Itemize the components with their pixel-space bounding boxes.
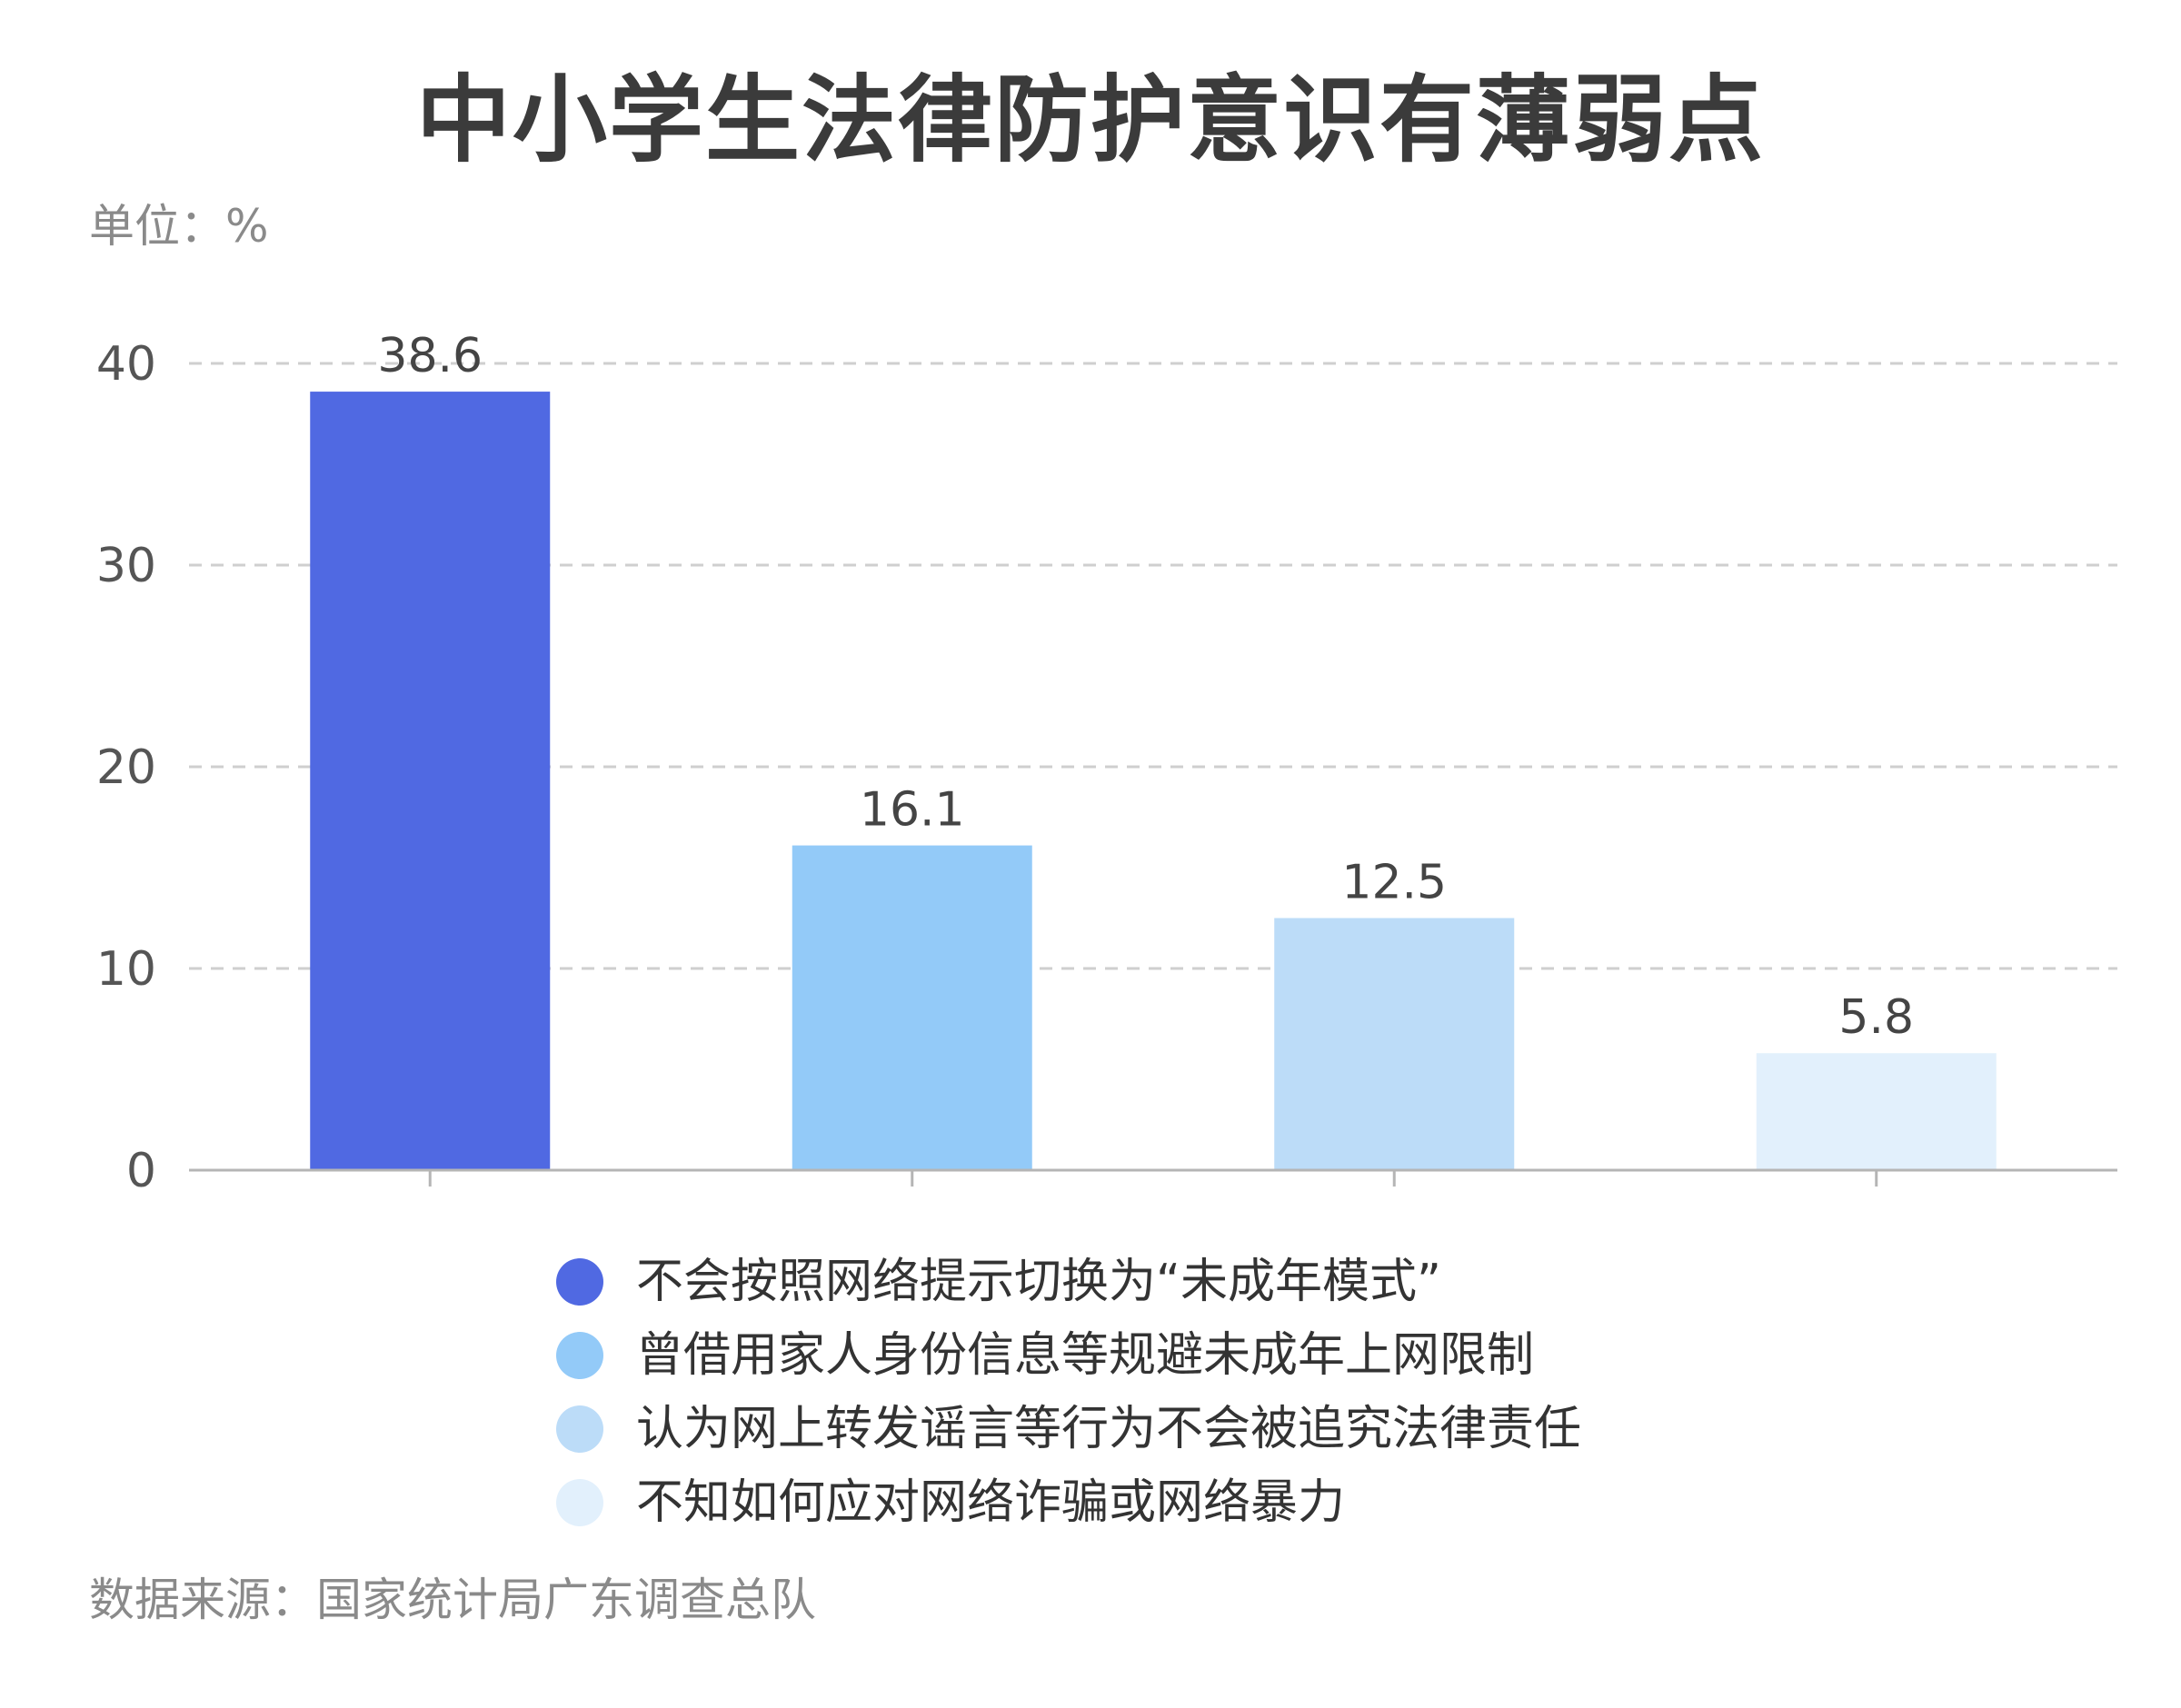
- legend: 不会按照网络提示切换为“未成年模式” 曾借用家人身份信息等规避未成年上网限制 认…: [556, 1245, 1828, 1539]
- legend-item: 不知如何应对网络诈骗或网络暴力: [556, 1465, 1828, 1539]
- legend-label: 曾借用家人身份信息等规避未成年上网限制: [636, 1327, 1535, 1383]
- legend-label: 认为网上转发谣言等行为不会被追究法律责任: [636, 1401, 1582, 1456]
- legend-swatch: [556, 1478, 603, 1526]
- y-tick-label: 10: [96, 942, 156, 997]
- legend-swatch: [556, 1331, 603, 1379]
- y-tick-label: 40: [96, 337, 156, 392]
- legend-label: 不会按照网络提示切换为“未成年模式”: [636, 1254, 1441, 1309]
- y-tick-label: 0: [126, 1144, 156, 1198]
- y-tick-label: 20: [96, 740, 156, 795]
- chart-title: 中小学生法律防护意识有薄弱点: [415, 65, 1765, 175]
- legend-item: 不会按照网络提示切换为“未成年模式”: [556, 1245, 1828, 1318]
- legend-item: 曾借用家人身份信息等规避未成年上网限制: [556, 1318, 1828, 1392]
- legend-swatch: [556, 1405, 603, 1453]
- bar-value-label: 12.5: [1341, 856, 1447, 910]
- bar: [1274, 918, 1515, 1170]
- bar-value-label: 38.6: [377, 329, 483, 383]
- data-source: 数据来源：国家统计局广东调查总队: [89, 1574, 816, 1626]
- legend-item: 认为网上转发谣言等行为不会被追究法律责任: [556, 1392, 1828, 1465]
- bar-value-label: 16.1: [860, 783, 965, 838]
- legend-swatch: [556, 1257, 603, 1306]
- y-tick-label: 30: [96, 539, 156, 593]
- bar: [1756, 1053, 1997, 1170]
- unit-label: 单位：%: [89, 200, 269, 253]
- legend-label: 不知如何应对网络诈骗或网络暴力: [636, 1475, 1346, 1530]
- bar: [792, 845, 1032, 1170]
- bar: [310, 392, 551, 1171]
- bar-value-label: 5.8: [1838, 990, 1914, 1045]
